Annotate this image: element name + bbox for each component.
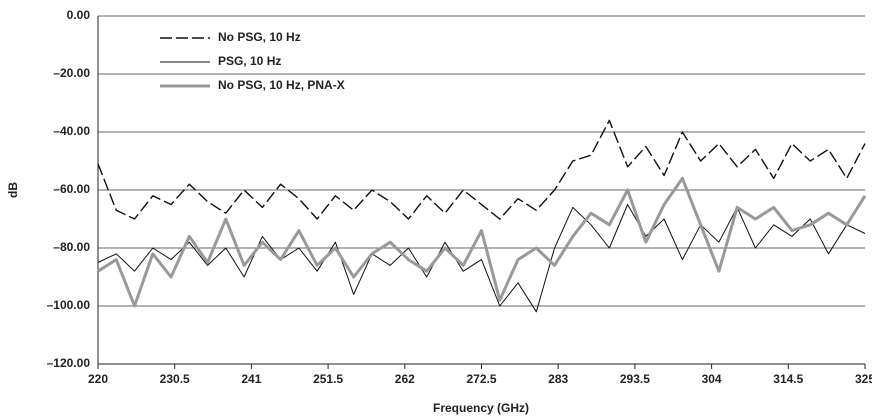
y-tick-label: –100.00 [47,298,91,312]
x-tick-label: 314.5 [773,372,803,386]
y-tick-label: –60.00 [53,182,90,196]
y-tick-label: –20.00 [53,66,90,80]
legend-label: No PSG, 10 Hz, PNA-X [218,78,345,92]
x-tick-label: 325 [855,372,872,386]
legend-label: No PSG, 10 Hz [218,30,301,44]
y-tick-label: –80.00 [53,240,90,254]
x-axis-label: Frequency (GHz) [433,401,529,415]
x-tick-label: 304 [702,372,722,386]
legend-label: PSG, 10 Hz [218,54,281,68]
x-tick-label: 293.5 [620,372,650,386]
y-tick-label: –40.00 [53,124,90,138]
x-tick-label: 272.5 [466,372,496,386]
x-tick-label: 262 [395,372,415,386]
series-line [97,176,867,308]
x-tick-label: 251.5 [313,372,343,386]
x-tick-label: 220 [88,372,108,386]
series-line [97,204,866,313]
x-tick-label: 241 [241,372,261,386]
y-tick-label: –120.00 [47,356,91,370]
x-tick-label: 230.5 [160,372,190,386]
series-line [97,119,866,220]
y-tick-label: 0.00 [67,8,91,22]
y-axis-label: dB [6,182,20,198]
x-tick-label: 283 [548,372,568,386]
